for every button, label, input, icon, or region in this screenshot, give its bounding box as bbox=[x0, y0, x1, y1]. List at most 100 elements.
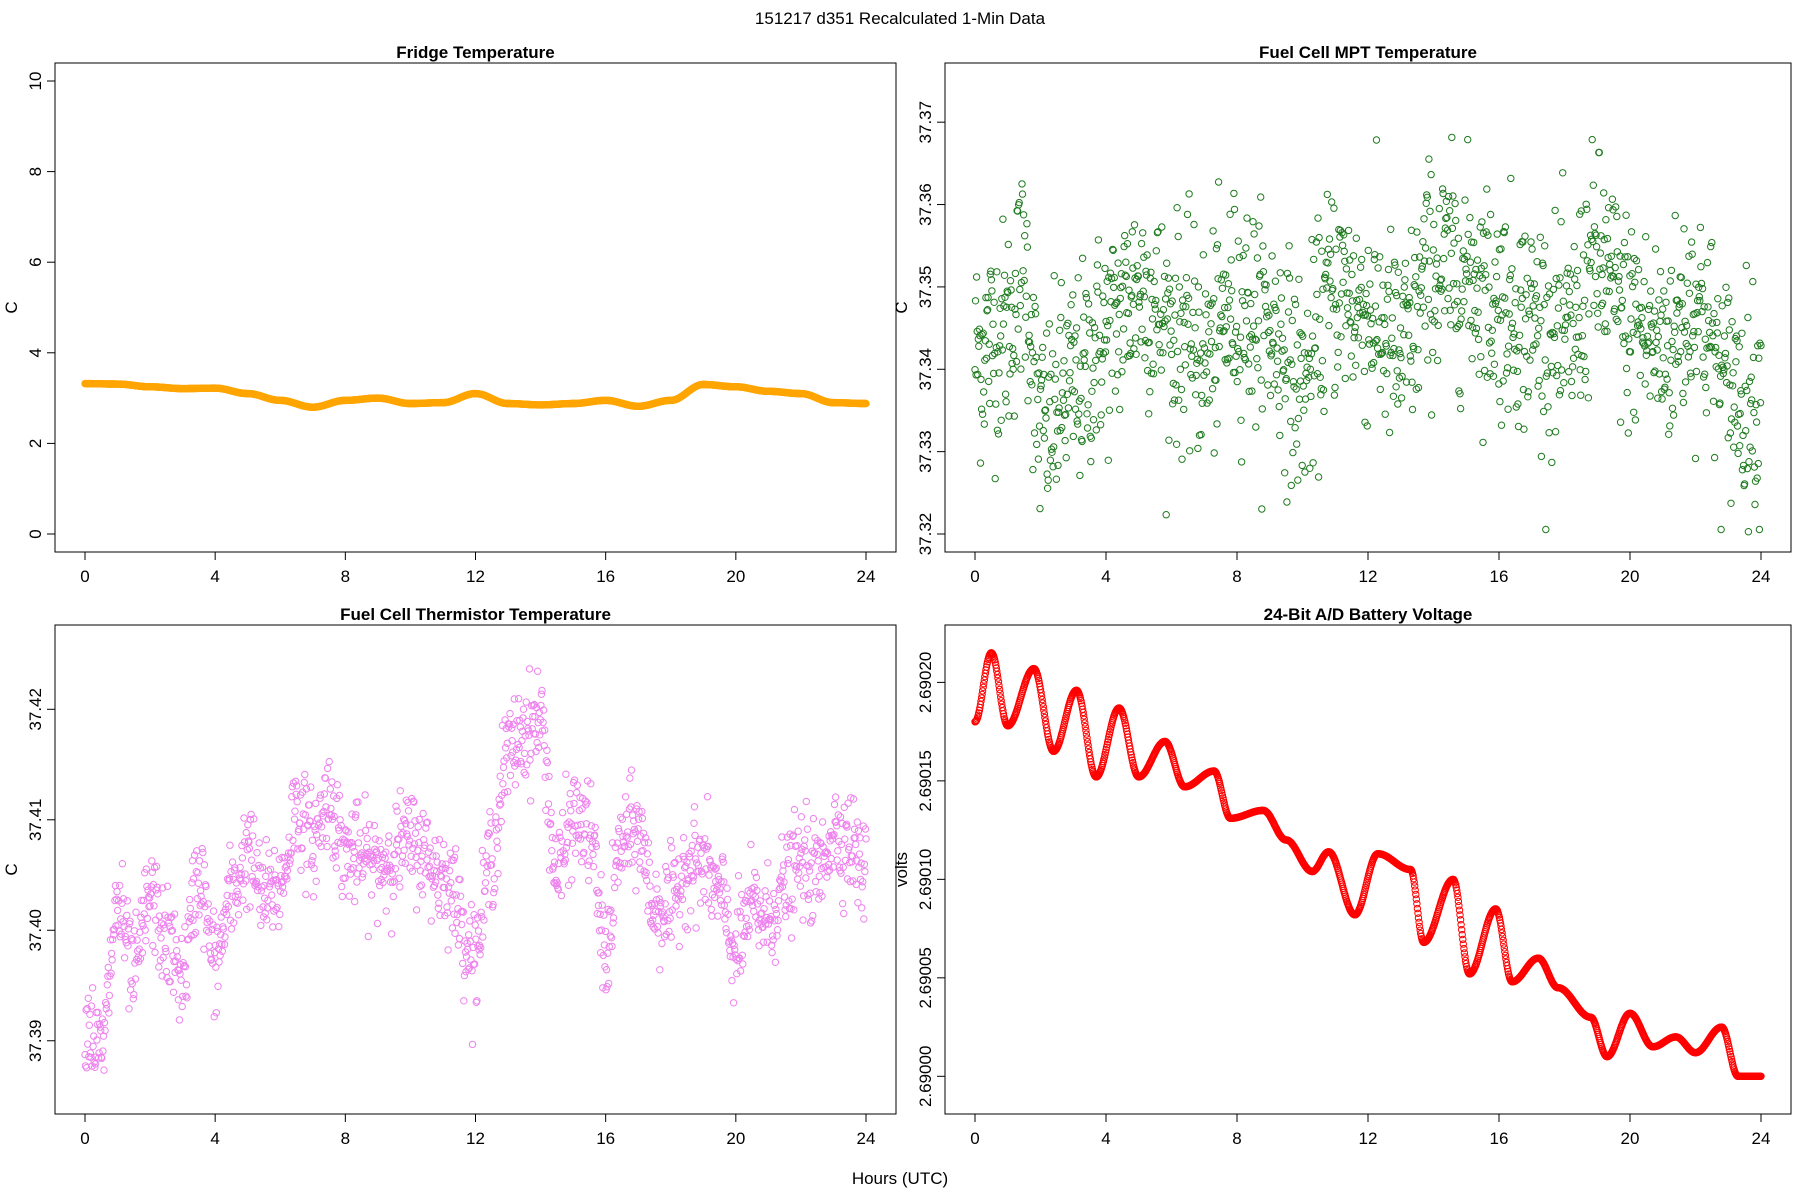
data-point bbox=[757, 910, 765, 918]
data-point bbox=[1171, 311, 1179, 319]
data-point bbox=[375, 837, 383, 845]
data-point bbox=[1633, 330, 1641, 338]
data-point bbox=[1334, 348, 1342, 357]
data-point bbox=[100, 1066, 108, 1074]
data-point bbox=[987, 276, 996, 284]
data-point bbox=[1752, 401, 1760, 409]
data-point bbox=[1461, 196, 1469, 204]
data-point bbox=[1140, 293, 1149, 301]
data-point bbox=[1647, 287, 1655, 295]
data-point bbox=[361, 791, 369, 799]
data-point bbox=[1268, 252, 1276, 260]
data-point bbox=[82, 1006, 90, 1014]
data-point bbox=[1196, 349, 1205, 357]
data-point bbox=[1509, 366, 1518, 374]
data-point bbox=[678, 895, 687, 904]
data-point bbox=[707, 905, 715, 914]
data-point bbox=[1101, 348, 1110, 356]
data-point bbox=[1479, 438, 1487, 447]
data-point bbox=[401, 816, 409, 825]
data-point bbox=[1222, 323, 1231, 331]
data-point bbox=[1327, 293, 1335, 302]
data-point bbox=[250, 815, 258, 823]
data-point bbox=[1462, 270, 1471, 278]
data-point bbox=[780, 893, 789, 901]
data-point bbox=[836, 813, 845, 821]
data-point bbox=[1074, 274, 1082, 282]
data-point bbox=[258, 883, 266, 891]
data-point bbox=[1448, 224, 1457, 233]
data-point bbox=[1190, 220, 1198, 229]
data-point bbox=[173, 947, 181, 955]
data-point bbox=[1332, 245, 1340, 253]
data-point bbox=[456, 892, 465, 900]
data-point bbox=[722, 929, 731, 937]
data-point bbox=[1569, 354, 1578, 362]
data-point bbox=[632, 887, 640, 895]
data-point bbox=[1192, 371, 1200, 380]
data-point bbox=[1070, 388, 1079, 396]
data-point bbox=[1152, 247, 1161, 255]
data-point bbox=[431, 878, 440, 886]
data-point bbox=[1442, 214, 1450, 223]
data-point bbox=[1535, 324, 1543, 332]
data-point bbox=[1728, 318, 1736, 326]
data-point bbox=[181, 963, 190, 971]
data-point bbox=[852, 840, 860, 849]
data-point bbox=[1087, 758, 1095, 766]
data-point bbox=[562, 770, 570, 778]
data-point bbox=[995, 681, 1003, 690]
x-tick-label: 12 bbox=[1359, 1129, 1378, 1148]
data-point bbox=[240, 838, 249, 846]
data-point bbox=[162, 947, 170, 956]
data-point bbox=[1110, 283, 1118, 292]
data-point bbox=[1406, 352, 1415, 360]
y-tick-label: 0 bbox=[26, 529, 45, 538]
data-point bbox=[1439, 189, 1447, 198]
data-point bbox=[1082, 730, 1091, 738]
data-point bbox=[1128, 291, 1136, 300]
data-point bbox=[1283, 269, 1292, 278]
data-point bbox=[1420, 257, 1429, 265]
data-point bbox=[419, 809, 427, 818]
data-point bbox=[1698, 307, 1706, 316]
data-point bbox=[533, 667, 542, 675]
data-point bbox=[247, 856, 256, 864]
data-point bbox=[827, 854, 835, 863]
data-point bbox=[1083, 738, 1092, 746]
data-point bbox=[983, 306, 992, 314]
data-point bbox=[1641, 380, 1649, 388]
data-point bbox=[1160, 272, 1169, 281]
data-point bbox=[1585, 310, 1593, 318]
data-point bbox=[1366, 306, 1375, 314]
data-point bbox=[461, 937, 469, 945]
data-point bbox=[1567, 311, 1575, 319]
data-point bbox=[358, 873, 366, 881]
data-point bbox=[1230, 205, 1239, 214]
data-point bbox=[1594, 323, 1602, 331]
data-point bbox=[124, 942, 132, 950]
data-point bbox=[589, 850, 597, 859]
data-point bbox=[194, 869, 202, 877]
data-point bbox=[1690, 343, 1699, 352]
data-point bbox=[628, 858, 636, 866]
data-point bbox=[1410, 281, 1418, 289]
data-point bbox=[760, 905, 768, 913]
data-point bbox=[564, 881, 573, 889]
data-point bbox=[1541, 356, 1549, 364]
data-point bbox=[1226, 210, 1234, 219]
data-point bbox=[668, 906, 676, 914]
data-point bbox=[1138, 325, 1146, 333]
data-point bbox=[823, 873, 831, 881]
data-point bbox=[1299, 382, 1308, 390]
y-tick-label: 2.69020 bbox=[916, 652, 935, 713]
data-point bbox=[636, 865, 644, 873]
data-point bbox=[1297, 354, 1305, 363]
data-point bbox=[1505, 310, 1513, 318]
data-point bbox=[525, 665, 534, 673]
data-point bbox=[283, 866, 292, 875]
x-tick-label: 8 bbox=[341, 1129, 350, 1148]
data-point bbox=[1207, 320, 1215, 328]
data-point bbox=[1163, 315, 1172, 323]
data-point bbox=[1562, 282, 1571, 290]
